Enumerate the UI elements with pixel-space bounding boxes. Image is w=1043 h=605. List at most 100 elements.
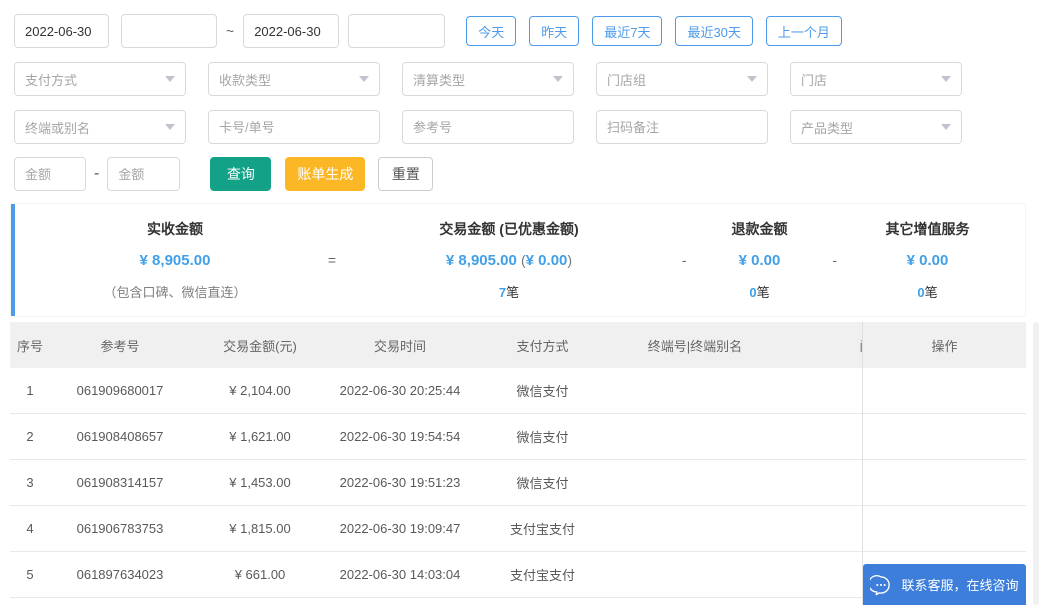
- header-no: 序号: [16, 338, 43, 354]
- cell-time: 2022-06-30 19:54:54: [339, 429, 461, 444]
- settlement-type-select[interactable]: 清算类型: [402, 62, 574, 96]
- chat-bubble-icon: [870, 574, 892, 596]
- cell-no: 3: [26, 475, 34, 490]
- discount-paren-open: (: [521, 252, 526, 268]
- table-row[interactable]: 2 061908408657 ¥ 1,621.00 2022-06-30 19:…: [10, 414, 862, 460]
- cell-ref: 061897634023: [76, 567, 164, 582]
- receipt-type-placeholder: 收款类型: [219, 72, 272, 88]
- product-type-select[interactable]: 产品类型: [790, 110, 962, 144]
- reset-button[interactable]: 重置: [378, 157, 434, 191]
- chevron-down-icon: [165, 76, 175, 82]
- table-row-partial: [10, 598, 862, 605]
- summary-accent-bar: [11, 204, 15, 316]
- action-cell: [863, 414, 1026, 460]
- refund-count: 0: [749, 285, 757, 300]
- transaction-count-unit: 笔: [506, 285, 520, 300]
- start-date-input[interactable]: [14, 14, 109, 48]
- end-time-input[interactable]: [348, 14, 446, 48]
- chevron-down-icon: [941, 124, 951, 130]
- cell-no: 5: [26, 567, 34, 582]
- table-header-row: 序号 参考号 交易金额(元) 交易时间 支付方式 终端号|终端别名 门店: [10, 322, 862, 368]
- table-row[interactable]: 5 061897634023 ¥ 661.00 2022-06-30 14:03…: [10, 552, 862, 598]
- refund-label: 退款金额: [731, 221, 788, 237]
- cell-time: 2022-06-30 20:25:44: [339, 383, 461, 398]
- query-button[interactable]: 查询: [210, 157, 272, 191]
- receipt-type-select[interactable]: 收款类型: [208, 62, 380, 96]
- reference-number-input[interactable]: [402, 110, 574, 144]
- other-services-count-unit: 笔: [924, 285, 938, 300]
- table-row[interactable]: 1 061909680017 ¥ 2,104.00 2022-06-30 20:…: [10, 368, 862, 414]
- table-header-action: 操作: [863, 322, 1026, 368]
- action-cell: [863, 460, 1026, 506]
- product-type-placeholder: 产品类型: [801, 120, 854, 136]
- summary-transaction: 交易金额 (已优惠金额) ¥ 8,905.00 (¥ 0.00) 7笔: [339, 219, 679, 301]
- action-cell: [863, 368, 1026, 414]
- cell-method: 支付宝支付: [509, 522, 575, 537]
- quick-range-today-button[interactable]: 今天: [466, 16, 517, 46]
- summary-other-services: 其它增值服务 ¥ 0.00 0笔: [840, 219, 1015, 301]
- store-group-placeholder: 门店组: [607, 72, 647, 88]
- text-filter-row: 终端或别名 产品类型: [14, 110, 962, 144]
- terminal-or-alias-select[interactable]: 终端或别名: [14, 110, 186, 144]
- select-filter-row: 支付方式 收款类型 清算类型 门店组 门店: [14, 62, 962, 96]
- amount-action-row: - 查询 账单生成 重置: [14, 157, 434, 191]
- other-services-count: 0: [917, 285, 925, 300]
- header-action: 操作: [931, 338, 958, 354]
- cell-no: 2: [26, 429, 34, 444]
- cell-time: 2022-06-30 19:51:23: [339, 475, 461, 490]
- received-label: 实收金额: [147, 221, 203, 237]
- cell-method: 微信支付: [516, 476, 569, 491]
- action-cell: [863, 506, 1026, 552]
- quick-range-last7days-button[interactable]: 最近7天: [592, 16, 663, 46]
- cell-no: 1: [26, 383, 34, 398]
- cell-ref: 061908408657: [76, 429, 164, 444]
- cell-time: 2022-06-30 19:09:47: [339, 521, 461, 536]
- header-amount: 交易金额(元): [223, 338, 297, 354]
- payment-method-select[interactable]: 支付方式: [14, 62, 186, 96]
- start-time-input[interactable]: [121, 14, 217, 48]
- terminal-or-alias-placeholder: 终端或别名: [25, 120, 91, 136]
- amount-max-input[interactable]: [107, 157, 181, 191]
- quick-range-yesterday-button[interactable]: 昨天: [529, 16, 580, 46]
- quick-range-last30days-button[interactable]: 最近30天: [675, 16, 753, 46]
- vertical-scrollbar[interactable]: [1033, 322, 1039, 605]
- summary-panel: 实收金额 ¥ 8,905.00 （包含口碑、微信直连） = 交易金额 (已优惠金…: [10, 203, 1026, 317]
- received-amount: ¥ 8,905.00: [139, 252, 211, 269]
- payment-method-placeholder: 支付方式: [25, 72, 78, 88]
- quick-range-lastmonth-button[interactable]: 上一个月: [765, 16, 842, 46]
- customer-service-label: 联系客服，在线咨询: [901, 578, 1019, 593]
- cell-ref: 061906783753: [76, 521, 164, 536]
- end-date-input[interactable]: [243, 14, 340, 48]
- scan-note-input[interactable]: [596, 110, 768, 144]
- transaction-count: 7: [498, 285, 507, 300]
- store-select[interactable]: 门店: [790, 62, 962, 96]
- cell-amount: ¥ 1,453.00: [229, 475, 291, 490]
- store-group-select[interactable]: 门店组: [596, 62, 768, 96]
- cell-amount: ¥ 2,104.00: [229, 383, 291, 398]
- header-time: 交易时间: [373, 338, 426, 354]
- other-services-label: 其它增值服务: [885, 221, 970, 237]
- chevron-down-icon: [553, 76, 563, 82]
- table-scroll-region[interactable]: 序号 参考号 交易金额(元) 交易时间 支付方式 终端号|终端别名 门店 1 0…: [10, 322, 862, 605]
- table-row[interactable]: 3 061908314157 ¥ 1,453.00 2022-06-30 19:…: [10, 460, 862, 506]
- generate-bill-button[interactable]: 账单生成: [285, 157, 366, 191]
- cell-no: 4: [26, 521, 34, 536]
- transaction-discount-amount: ¥ 0.00: [525, 252, 568, 269]
- table-row[interactable]: 4 061906783753 ¥ 1,815.00 2022-06-30 19:…: [10, 506, 862, 552]
- fixed-action-column: 操作: [862, 322, 1026, 605]
- received-note: （包含口碑、微信直连）: [103, 285, 247, 300]
- amount-min-input[interactable]: [14, 157, 86, 191]
- date-filter-row: ~ 今天 昨天 最近7天 最近30天 上一个月: [14, 14, 855, 48]
- customer-service-button[interactable]: 联系客服，在线咨询: [863, 564, 1026, 605]
- cell-amount: ¥ 1,621.00: [229, 429, 291, 444]
- cell-method: 微信支付: [516, 430, 569, 445]
- other-services-amount: ¥ 0.00: [906, 252, 949, 269]
- minus-separator-2: -: [832, 252, 838, 268]
- card-or-order-number-input[interactable]: [208, 110, 380, 144]
- chevron-down-icon: [165, 124, 175, 130]
- header-ref: 参考号: [100, 338, 140, 354]
- transaction-amount: ¥ 8,905.00: [445, 252, 517, 269]
- discount-paren-close: ): [567, 252, 573, 268]
- cell-method: 微信支付: [516, 384, 569, 399]
- cell-ref: 061908314157: [76, 475, 164, 490]
